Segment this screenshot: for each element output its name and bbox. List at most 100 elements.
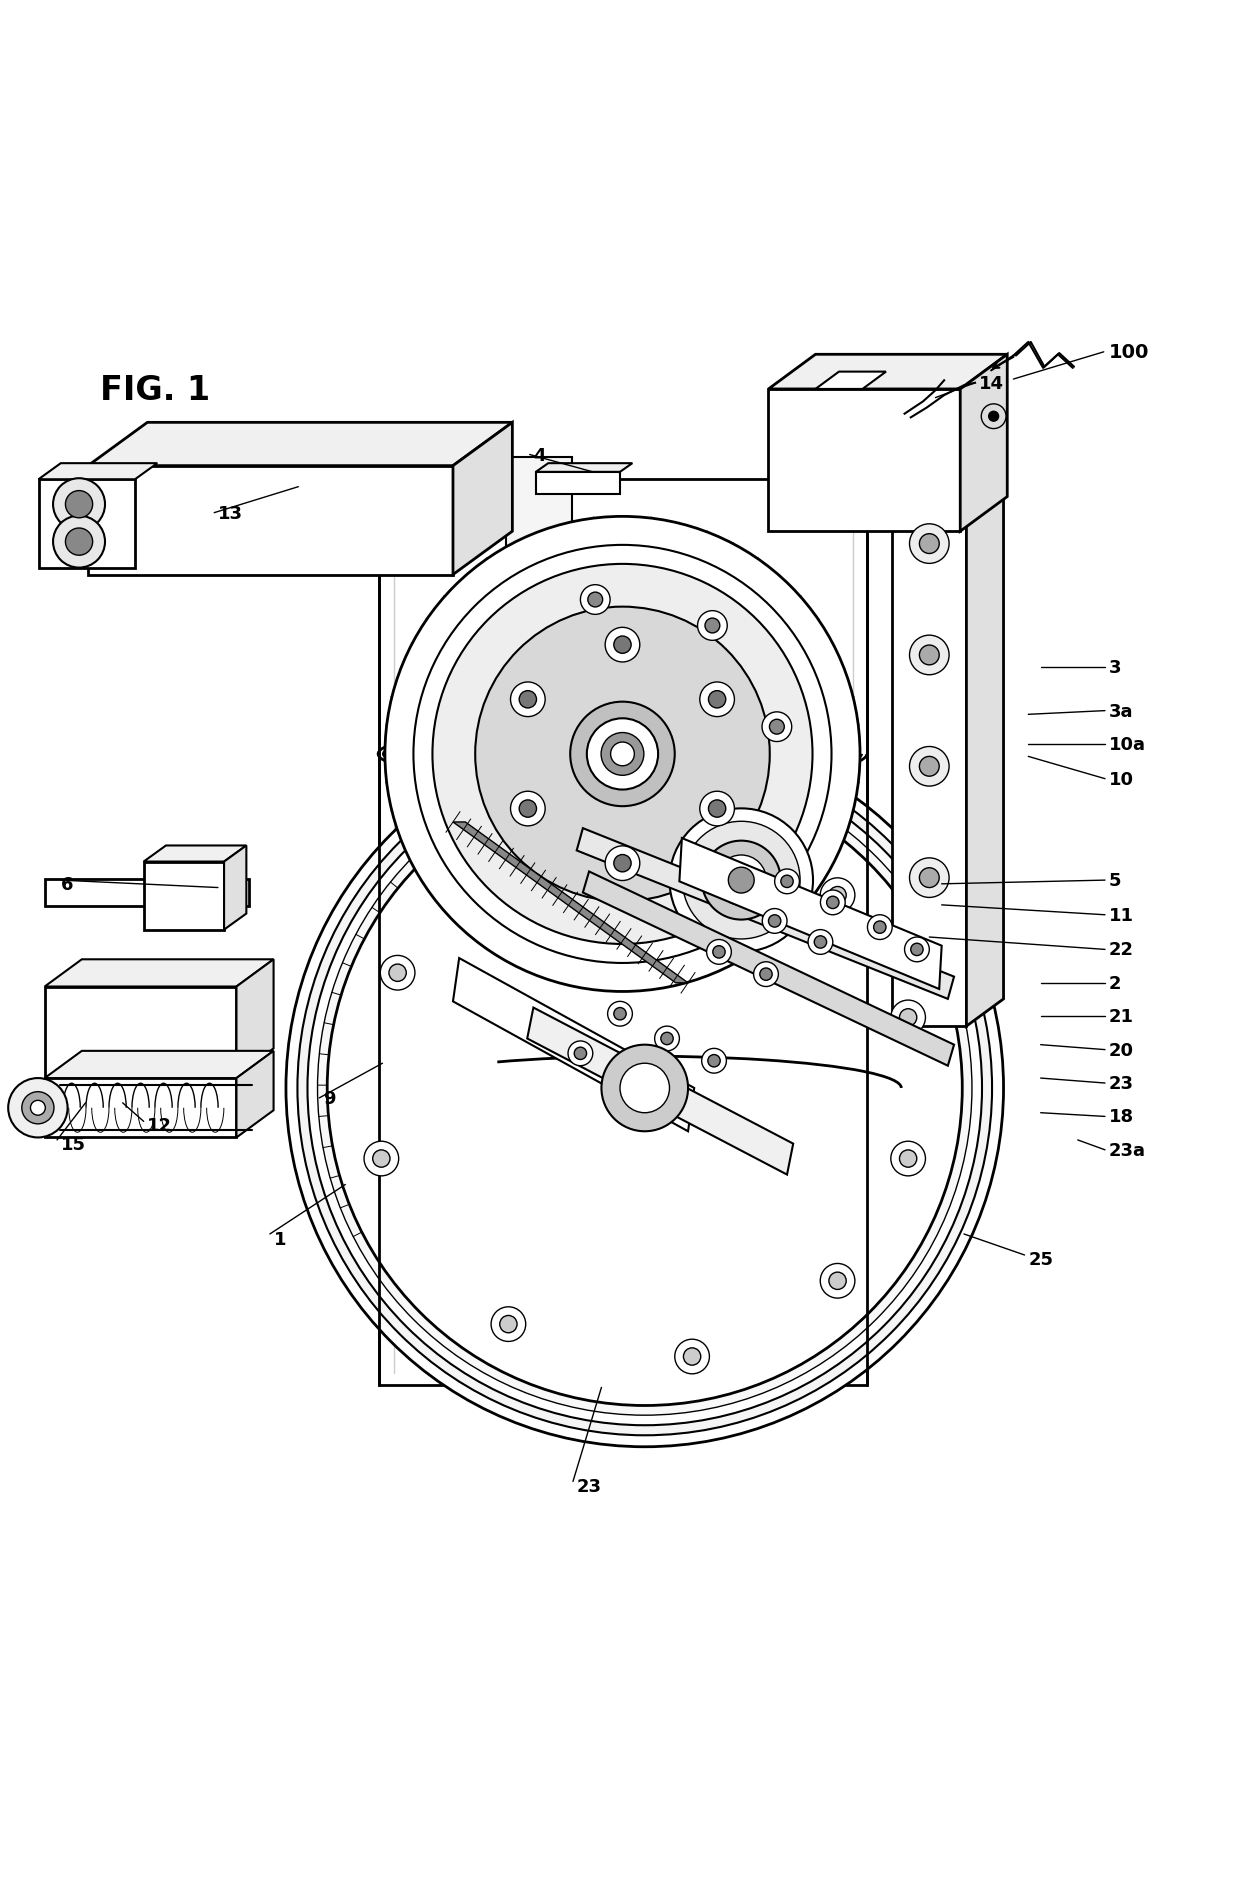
Circle shape [754, 963, 779, 987]
Polygon shape [577, 829, 954, 1000]
Polygon shape [527, 1008, 794, 1175]
Circle shape [707, 940, 732, 964]
Polygon shape [966, 431, 1003, 1026]
Polygon shape [144, 863, 224, 931]
Circle shape [821, 891, 846, 916]
Circle shape [605, 846, 640, 882]
Circle shape [413, 545, 832, 963]
Polygon shape [38, 464, 157, 479]
Circle shape [708, 692, 725, 709]
Circle shape [568, 1042, 593, 1066]
Circle shape [491, 1307, 526, 1342]
Circle shape [874, 921, 887, 934]
Circle shape [828, 887, 846, 904]
Circle shape [909, 746, 949, 786]
Circle shape [899, 1010, 916, 1026]
Circle shape [605, 628, 640, 662]
Circle shape [601, 733, 644, 776]
Circle shape [381, 955, 415, 991]
Circle shape [9, 1079, 68, 1137]
Circle shape [827, 897, 839, 910]
Text: 18: 18 [1109, 1107, 1133, 1126]
Circle shape [708, 801, 725, 818]
Circle shape [66, 528, 93, 556]
Circle shape [670, 808, 813, 953]
Circle shape [373, 1151, 391, 1167]
Text: 23: 23 [577, 1478, 601, 1496]
Polygon shape [583, 872, 954, 1066]
Text: 11: 11 [1109, 906, 1133, 925]
Polygon shape [45, 1079, 237, 1137]
Polygon shape [38, 479, 135, 570]
Circle shape [475, 607, 770, 902]
Circle shape [601, 1045, 688, 1132]
Polygon shape [144, 846, 247, 863]
Circle shape [298, 741, 992, 1436]
Text: 20: 20 [1109, 1042, 1133, 1058]
Circle shape [775, 870, 800, 895]
Circle shape [22, 1092, 55, 1124]
Circle shape [365, 1141, 399, 1177]
Circle shape [919, 534, 939, 555]
Circle shape [815, 936, 827, 949]
Circle shape [890, 1000, 925, 1036]
Circle shape [909, 859, 949, 899]
Circle shape [981, 404, 1006, 429]
Text: 23: 23 [1109, 1075, 1133, 1092]
Text: 1: 1 [274, 1230, 286, 1248]
Circle shape [909, 525, 949, 564]
Text: 3a: 3a [1109, 703, 1133, 720]
Circle shape [389, 964, 407, 981]
Circle shape [620, 1064, 670, 1113]
Text: 5: 5 [1109, 872, 1121, 889]
Polygon shape [224, 846, 247, 931]
Polygon shape [88, 466, 453, 575]
Polygon shape [378, 479, 868, 1386]
Circle shape [706, 619, 720, 634]
Polygon shape [893, 431, 1003, 457]
Polygon shape [769, 389, 960, 532]
Polygon shape [453, 423, 512, 575]
Circle shape [661, 1032, 673, 1045]
Text: 23a: 23a [1109, 1141, 1146, 1160]
Polygon shape [45, 880, 249, 906]
Circle shape [570, 703, 675, 807]
Circle shape [317, 761, 972, 1416]
Circle shape [587, 718, 658, 790]
Circle shape [808, 931, 833, 955]
Text: 14: 14 [978, 374, 1004, 393]
Circle shape [308, 752, 982, 1425]
Circle shape [614, 855, 631, 872]
Circle shape [31, 1102, 46, 1115]
Circle shape [580, 585, 610, 615]
Text: 25: 25 [1028, 1250, 1053, 1267]
Circle shape [763, 910, 787, 934]
Circle shape [614, 637, 631, 654]
Circle shape [919, 869, 939, 887]
Polygon shape [506, 457, 572, 566]
Circle shape [614, 1008, 626, 1021]
Circle shape [327, 771, 962, 1406]
Circle shape [574, 1047, 587, 1060]
Polygon shape [536, 464, 632, 472]
Circle shape [728, 869, 754, 893]
Circle shape [53, 517, 105, 568]
Circle shape [286, 729, 1003, 1448]
Circle shape [53, 479, 105, 530]
Circle shape [717, 855, 766, 906]
Circle shape [655, 1026, 680, 1051]
Text: 6: 6 [61, 876, 73, 893]
Text: 9: 9 [324, 1089, 336, 1107]
Polygon shape [680, 838, 941, 989]
Polygon shape [453, 959, 694, 1132]
Circle shape [770, 720, 784, 735]
Text: 22: 22 [1109, 940, 1133, 959]
Polygon shape [45, 1051, 274, 1079]
Polygon shape [536, 472, 620, 494]
Circle shape [868, 916, 893, 940]
Text: 100: 100 [1109, 344, 1149, 363]
Polygon shape [769, 355, 1007, 389]
Text: 15: 15 [61, 1136, 86, 1152]
Circle shape [615, 1066, 640, 1090]
Circle shape [433, 564, 812, 944]
